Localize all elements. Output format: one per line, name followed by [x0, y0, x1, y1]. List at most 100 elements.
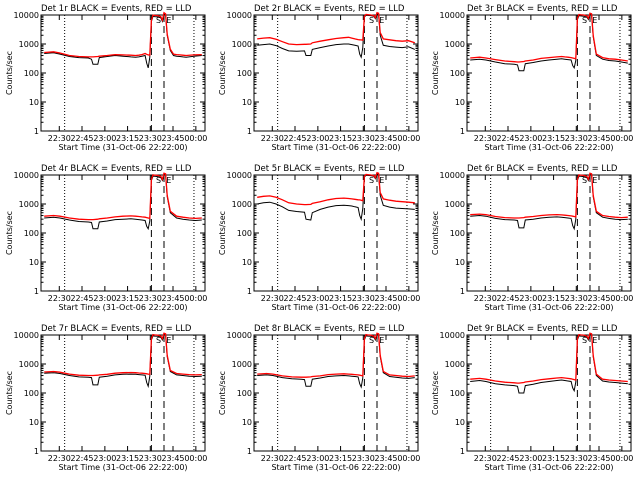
panel-title: Det 1r BLACK = Events, RED = LLD	[41, 4, 192, 14]
x-tick-label: 00:00	[610, 454, 633, 463]
x-tick-label: 23:15	[329, 134, 352, 143]
y-tick-label: 1000	[445, 360, 465, 369]
x-axis-label: Start Time (31-Oct-06 22:22:00)	[58, 463, 187, 472]
plot-frame	[466, 14, 632, 132]
x-tick-label: 22:45	[283, 454, 306, 463]
y-tick-label: 10000	[14, 171, 39, 180]
y-tick-label: 100	[237, 69, 252, 78]
series-line-events	[257, 333, 415, 389]
y-tick-label: 1	[247, 447, 252, 456]
panel-title: Det 5r BLACK = Events, RED = LLD	[254, 164, 405, 174]
y-tick-label: 10	[29, 258, 39, 267]
plot-frame	[466, 174, 632, 292]
y-tick-label: 10	[455, 418, 465, 427]
series-line-events	[44, 12, 202, 69]
x-tick-label: 23:45	[161, 134, 184, 143]
y-tick-label: 1000	[19, 360, 39, 369]
plot-frame	[253, 334, 419, 452]
x-tick-label: 23:30	[139, 454, 162, 463]
y-axis-label: Counts/sec	[431, 211, 440, 255]
x-tick-label: 23:00	[519, 134, 542, 143]
panel-title: Det 7r BLACK = Events, RED = LLD	[41, 324, 192, 334]
x-tick-label: 22:30	[48, 454, 71, 463]
y-tick-label: 10	[29, 418, 39, 427]
y-tick-label: 100	[237, 229, 252, 238]
plot-frame	[466, 334, 632, 452]
time-marker-e: E	[166, 176, 171, 185]
time-marker-e: E	[379, 16, 384, 25]
y-axis-label: Counts/sec	[5, 371, 14, 415]
x-tick-label: 23:00	[306, 454, 329, 463]
x-tick-label: 22:45	[70, 454, 93, 463]
y-tick-label: 1000	[19, 200, 39, 209]
x-tick-label: 22:45	[496, 294, 519, 303]
x-tick-label: 22:30	[474, 454, 497, 463]
plot-frame	[40, 14, 206, 132]
y-tick-label: 10000	[14, 331, 39, 340]
plot-frame	[40, 334, 206, 452]
series-line-lld	[470, 172, 628, 219]
x-tick-label: 00:00	[184, 134, 207, 143]
detector-panel-9: Det 9r BLACK = Events, RED = LLD 1 10 100 10…	[431, 324, 633, 472]
x-axis-label: Start Time (31-Oct-06 22:22:00)	[271, 143, 400, 152]
y-tick-label: 10	[29, 98, 39, 107]
y-tick-label: 1000	[445, 40, 465, 49]
x-tick-label: 23:15	[542, 134, 565, 143]
x-axis-label: Start Time (31-Oct-06 22:22:00)	[58, 143, 187, 152]
x-tick-label: 00:00	[397, 294, 420, 303]
time-marker-s: S	[582, 336, 587, 345]
time-marker-s: S	[369, 16, 374, 25]
x-tick-label: 00:00	[184, 294, 207, 303]
x-tick-label: 23:00	[306, 134, 329, 143]
y-tick-label: 100	[24, 389, 39, 398]
x-axis-label: Start Time (31-Oct-06 22:22:00)	[484, 303, 613, 312]
y-tick-label: 10	[242, 418, 252, 427]
panel-title: Det 9r BLACK = Events, RED = LLD	[467, 324, 618, 334]
x-tick-label: 23:30	[352, 134, 375, 143]
x-tick-label: 23:00	[519, 454, 542, 463]
y-tick-label: 10000	[227, 331, 252, 340]
series-line-lld	[44, 11, 202, 58]
y-tick-label: 10	[242, 258, 252, 267]
x-tick-label: 23:45	[161, 294, 184, 303]
time-marker-s: S	[582, 16, 587, 25]
x-tick-label: 00:00	[610, 134, 633, 143]
time-marker-e: E	[379, 176, 384, 185]
y-tick-label: 100	[237, 389, 252, 398]
panel-title: Det 8r BLACK = Events, RED = LLD	[254, 324, 405, 334]
x-tick-label: 23:45	[587, 134, 610, 143]
panel-title: Det 4r BLACK = Events, RED = LLD	[41, 164, 192, 174]
detector-panel-2: Det 2r BLACK = Events, RED = LLD 1 10 100 10…	[218, 4, 420, 152]
time-marker-e: E	[592, 176, 597, 185]
y-tick-label: 10	[455, 98, 465, 107]
panel-title: Det 6r BLACK = Events, RED = LLD	[467, 164, 618, 174]
x-tick-label: 23:30	[352, 454, 375, 463]
y-tick-label: 1	[34, 287, 39, 296]
x-axis-label: Start Time (31-Oct-06 22:22:00)	[58, 303, 187, 312]
x-tick-label: 23:15	[542, 294, 565, 303]
series-line-lld	[44, 172, 202, 221]
x-tick-label: 23:15	[116, 134, 139, 143]
x-tick-label: 23:45	[587, 294, 610, 303]
y-tick-label: 100	[24, 229, 39, 238]
y-axis-label: Counts/sec	[5, 51, 14, 95]
time-marker-s: S	[369, 336, 374, 345]
x-tick-label: 22:30	[474, 294, 497, 303]
x-tick-label: 23:00	[519, 294, 542, 303]
x-axis-label: Start Time (31-Oct-06 22:22:00)	[484, 143, 613, 152]
y-axis-label: Counts/sec	[431, 371, 440, 415]
y-tick-label: 1000	[232, 40, 252, 49]
plot-frame	[253, 174, 419, 292]
x-tick-label: 23:15	[329, 294, 352, 303]
x-tick-label: 23:45	[587, 454, 610, 463]
x-tick-label: 00:00	[397, 134, 420, 143]
x-tick-label: 00:00	[397, 454, 420, 463]
x-tick-label: 22:30	[261, 134, 284, 143]
y-tick-label: 10	[455, 258, 465, 267]
series-line-lld	[257, 332, 415, 378]
x-axis-label: Start Time (31-Oct-06 22:22:00)	[271, 463, 400, 472]
y-tick-label: 1000	[232, 200, 252, 209]
detector-panel-3: Det 3r BLACK = Events, RED = LLD 1 10 100 10…	[431, 4, 633, 152]
y-tick-label: 1	[460, 287, 465, 296]
y-tick-label: 1	[247, 287, 252, 296]
